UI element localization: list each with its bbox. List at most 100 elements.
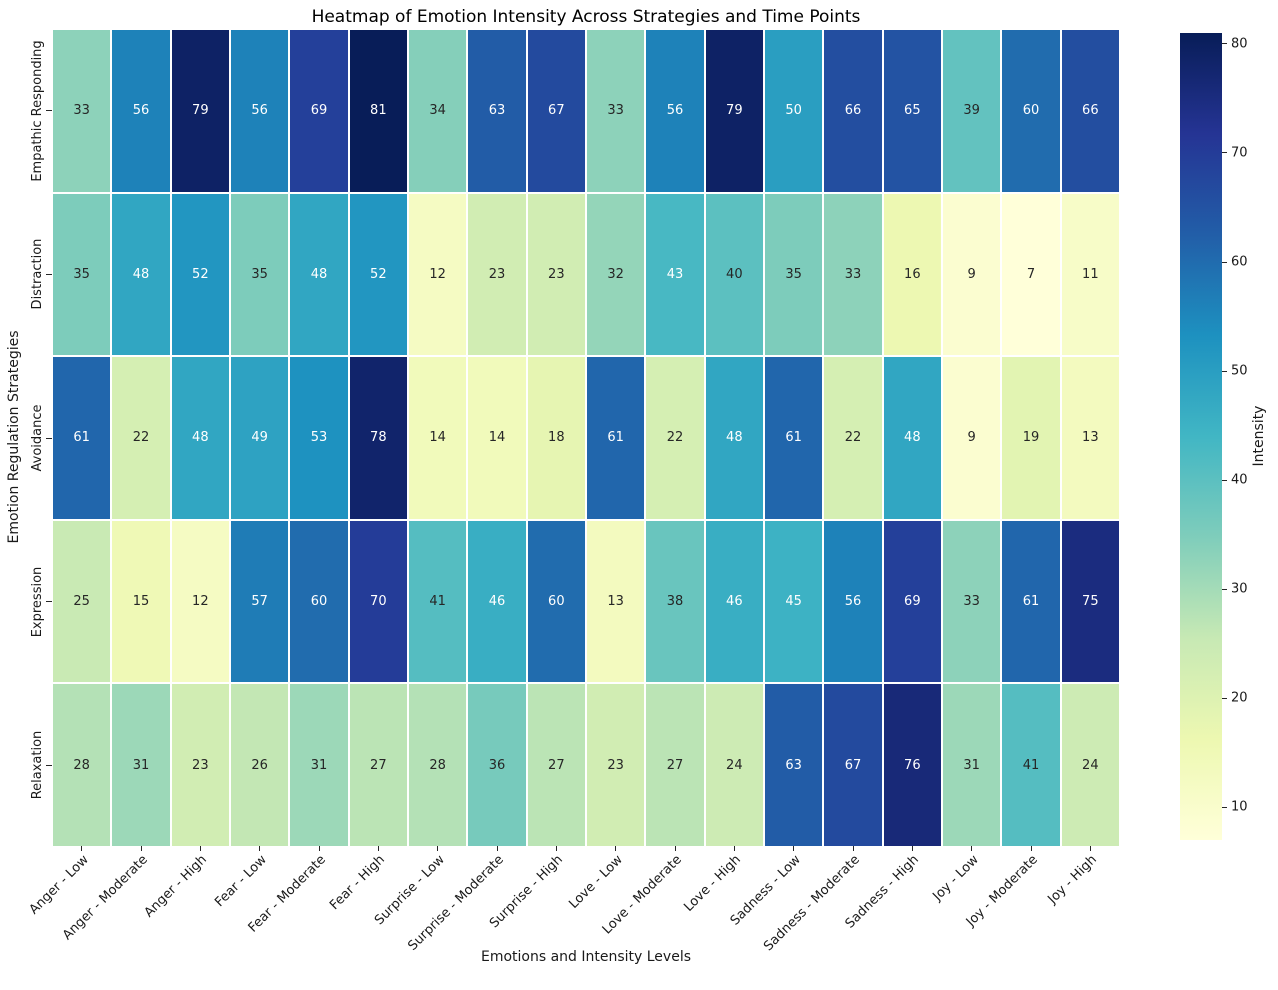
heatmap-cell: 48 [290, 193, 348, 356]
heatmap-cell: 7 [1002, 193, 1060, 356]
heatmap-cell: 79 [705, 30, 763, 192]
heatmap-cell: 24 [1061, 684, 1119, 846]
colorbar-tick-mark [1222, 261, 1227, 263]
colorbar-tick-label: 60 [1231, 254, 1248, 270]
heatmap-cell: 9 [942, 193, 1001, 356]
heatmap-cell: 67 [527, 30, 585, 192]
heatmap-cell: 41 [408, 520, 467, 683]
colorbar [1180, 33, 1222, 840]
colorbar-tick-label: 50 [1231, 363, 1248, 379]
heatmap-cell: 33 [942, 520, 1001, 683]
heatmap-cell: 24 [705, 684, 763, 846]
heatmap-cell: 15 [112, 520, 170, 683]
heatmap-cell: 56 [646, 30, 704, 192]
x-tick-mark [911, 846, 913, 851]
heatmap-cell: 26 [230, 684, 289, 846]
x-tick-mark [140, 846, 142, 851]
x-tick-mark [971, 846, 973, 851]
heatmap-cell: 46 [468, 520, 526, 683]
heatmap-cell: 81 [349, 30, 407, 192]
x-tick-mark [793, 846, 795, 851]
heatmap-cell: 23 [527, 193, 585, 356]
heatmap-cell: 9 [942, 357, 1001, 519]
heatmap-cell: 40 [705, 193, 763, 356]
heatmap-cell: 16 [883, 193, 941, 356]
y-tick-mark [46, 110, 52, 112]
x-tick-mark [555, 846, 557, 851]
heatmap-cell: 27 [349, 684, 407, 846]
heatmap-cell: 33 [586, 30, 645, 192]
heatmap-cell: 31 [290, 684, 348, 846]
heatmap-cell: 69 [290, 30, 348, 192]
colorbar-tick-mark [1222, 370, 1227, 372]
heatmap-cell: 61 [586, 357, 645, 519]
x-tick-mark [496, 846, 498, 851]
heatmap-cell: 11 [1061, 193, 1119, 356]
heatmap-cell: 23 [468, 193, 526, 356]
colorbar-label: Intensity [1251, 405, 1267, 467]
heatmap-cell: 25 [53, 520, 111, 683]
x-tick-mark [1030, 846, 1032, 851]
y-tick-mark [46, 273, 52, 275]
heatmap-cell: 38 [646, 520, 704, 683]
heatmap-cell: 41 [1002, 684, 1060, 846]
heatmap-cell: 22 [112, 357, 170, 519]
heatmap-cell: 56 [824, 520, 882, 683]
colorbar-tick-label: 70 [1231, 145, 1248, 161]
heatmap-cell: 48 [171, 357, 229, 519]
heatmap-cell: 78 [349, 357, 407, 519]
heatmap-cell: 60 [290, 520, 348, 683]
heatmap-cell: 33 [824, 193, 882, 356]
heatmap-cell: 61 [764, 357, 823, 519]
heatmap-cell: 67 [824, 684, 882, 846]
heatmap-cell: 19 [1002, 357, 1060, 519]
heatmap-cell: 49 [230, 357, 289, 519]
y-tick-mark [46, 764, 52, 766]
x-tick-mark [615, 846, 617, 851]
heatmap-cell: 79 [171, 30, 229, 192]
heatmap-cell: 61 [53, 357, 111, 519]
heatmap-cell: 35 [53, 193, 111, 356]
x-tick-mark [199, 846, 201, 851]
heatmap-cell: 60 [1002, 30, 1060, 192]
heatmap-cell: 50 [764, 30, 823, 192]
heatmap-cell: 66 [1061, 30, 1119, 192]
heatmap-cell: 12 [408, 193, 467, 356]
heatmap-cell: 14 [408, 357, 467, 519]
chart-title: Heatmap of Emotion Intensity Across Stra… [311, 7, 861, 27]
heatmap-cell: 28 [53, 684, 111, 846]
heatmap-cell: 18 [527, 357, 585, 519]
colorbar-tick-mark [1222, 588, 1227, 590]
heatmap-cell: 45 [764, 520, 823, 683]
x-tick-mark [733, 846, 735, 851]
heatmap-cell: 23 [586, 684, 645, 846]
heatmap-cell: 48 [883, 357, 941, 519]
heatmap-cell: 32 [586, 193, 645, 356]
y-tick-mark [46, 601, 52, 603]
heatmap-cell: 65 [883, 30, 941, 192]
x-axis-label: Emotions and Intensity Levels [480, 949, 692, 965]
heatmap-cell: 22 [824, 357, 882, 519]
heatmap-cell: 48 [705, 357, 763, 519]
x-tick-mark [318, 846, 320, 851]
heatmap-cell: 43 [646, 193, 704, 356]
heatmap-cell: 57 [230, 520, 289, 683]
heatmap-cell: 66 [824, 30, 882, 192]
y-tick-label: Distraction [30, 238, 45, 310]
y-tick-label: Relaxation [30, 730, 45, 800]
heatmap-cell: 27 [527, 684, 585, 846]
x-tick-mark [1089, 846, 1091, 851]
heatmap-cell: 23 [171, 684, 229, 846]
heatmap-cell: 60 [527, 520, 585, 683]
colorbar-tick-mark [1222, 697, 1227, 699]
heatmap-cell: 31 [112, 684, 170, 846]
heatmap-cell: 13 [586, 520, 645, 683]
x-tick-mark [852, 846, 854, 851]
y-tick-label: Avoidance [30, 404, 45, 472]
heatmap-cell: 76 [883, 684, 941, 846]
heatmap-cell: 35 [764, 193, 823, 356]
x-tick-mark [81, 846, 83, 851]
heatmap-grid: 33 56 79 56 69 81 34 63 67 33 56 79 50 66 65 39 60 66 35 48… [53, 30, 1119, 846]
heatmap-cell: 39 [942, 30, 1001, 192]
